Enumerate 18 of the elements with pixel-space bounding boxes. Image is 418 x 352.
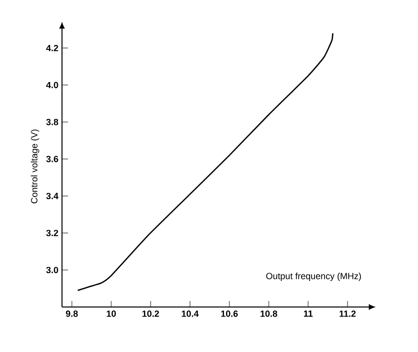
y-axis-title: Control voltage (V) [30, 130, 40, 204]
x-tick-label: 10.8 [260, 310, 278, 317]
y-tick-label: 4.2 [46, 44, 58, 52]
line-series [77, 32, 334, 291]
x-tick-label: 10.6 [221, 310, 238, 317]
x-tick-label: 9.8 [66, 310, 78, 317]
x-tick-label: 10.2 [142, 310, 159, 317]
y-tick-label: 3.6 [46, 156, 58, 162]
y-tick-label: 3.0 [46, 266, 58, 274]
y-tick-label: 3.8 [46, 118, 58, 126]
y-tick-label: 3.2 [46, 230, 58, 236]
x-tick-label: 11 [304, 310, 313, 317]
x-tick-label: 10 [106, 310, 116, 317]
x-axis-title: Output frequency (MHz) [266, 272, 361, 281]
x-tick-label: 10.4 [182, 310, 199, 317]
x-tick-label: 11.2 [340, 310, 356, 317]
y-tick-label: 4.0 [46, 82, 58, 88]
y-tick-label: 3.4 [46, 192, 58, 200]
